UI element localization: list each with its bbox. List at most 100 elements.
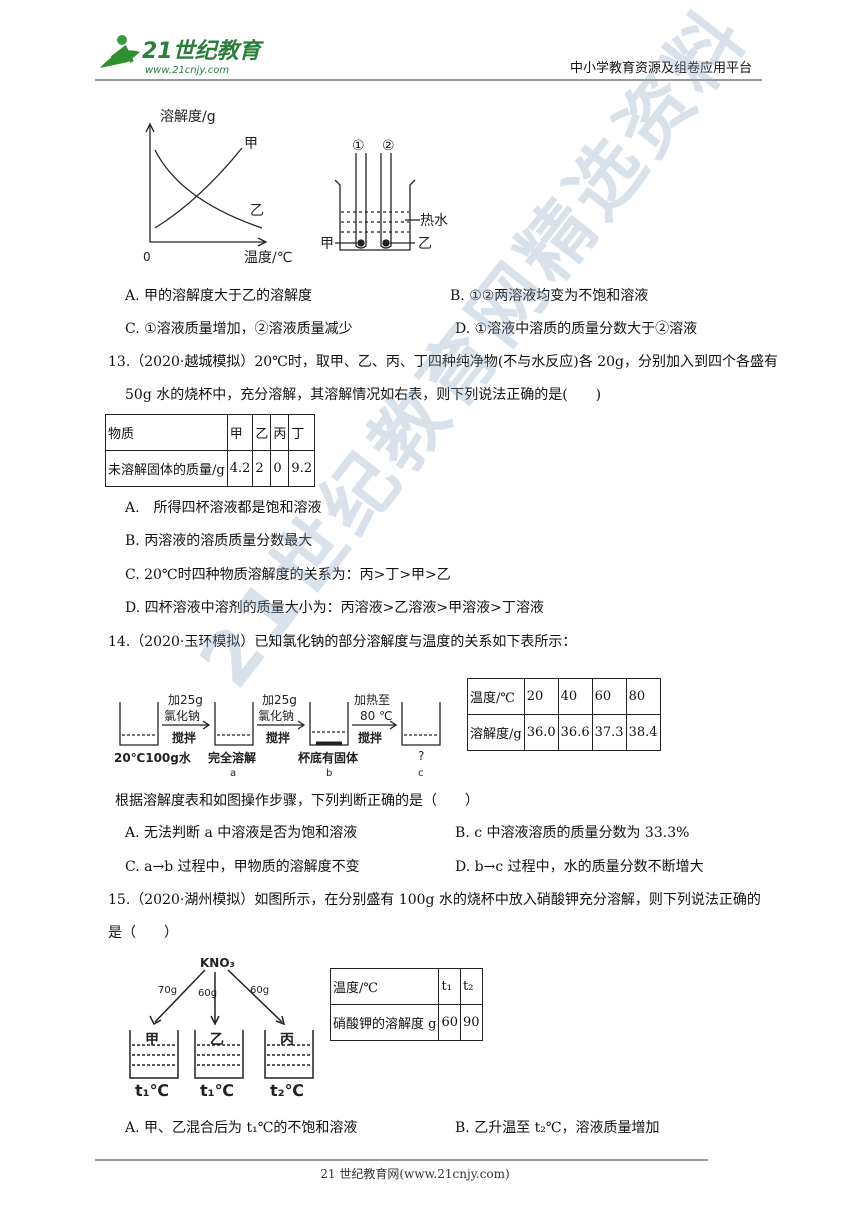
table-cell: t₂: [460, 968, 483, 1005]
table-cell: 9.2: [288, 450, 316, 487]
table-row: 未溶解固体的质量/g 4.2 2 0 9.2: [105, 450, 316, 487]
q15-figure: [129, 969, 314, 1079]
origin: 0: [143, 250, 151, 264]
step-label: 80 ℃: [360, 709, 393, 723]
table-cell: 溶解度/g: [467, 714, 525, 751]
q14-beakers: [119, 702, 441, 746]
table-cell: 甲: [226, 414, 254, 451]
option: A. 无法判断 a 中溶液是否为饱和溶液: [125, 825, 358, 841]
beaker-label: b: [326, 768, 332, 779]
curve-label: 甲: [244, 136, 258, 152]
beaker-label: 完全溶解: [208, 750, 256, 765]
table-cell: 硝酸钾的溶解度 g: [329, 1004, 440, 1041]
prompt: 根据溶解度表和如图操作步骤，下列判断正确的是（ ）: [115, 793, 479, 809]
option: D. ①溶液中溶质的质量分数大于②溶液: [455, 321, 698, 337]
table-cell: 60: [591, 678, 627, 715]
step-label: 加25g: [168, 693, 203, 707]
figure-label: 甲: [320, 236, 334, 252]
table-cell: 36.6: [557, 714, 593, 751]
axis-label: 溶解度/g: [160, 109, 216, 125]
option: C. 20℃时四种物质溶解度的关系为：丙>丁>甲>乙: [125, 567, 451, 583]
table-row: 温度/℃ 20 40 60 80: [467, 678, 661, 715]
logo-url: www.21cnjy.com: [145, 65, 229, 76]
option: B. ①②两溶液均变为不饱和溶液: [450, 288, 649, 304]
step-label: 氯化钠: [164, 708, 200, 723]
table-cell: 36.0: [523, 714, 559, 751]
q12-beaker: [334, 153, 420, 251]
tube-label: ②: [382, 138, 395, 154]
option: C. ①溶液质量增加，②溶液质量减少: [125, 321, 353, 337]
question-stem: 14.（2020·玉环模拟）已知氯化钠的部分溶解度与温度的关系如下表所示：: [108, 634, 577, 650]
beaker-label: c: [418, 768, 424, 779]
platform: 中小学教育资源及组卷应用平台: [570, 61, 753, 76]
step-label: 搅拌: [266, 730, 290, 745]
beaker-label: 杯底有固体: [298, 750, 359, 765]
table-cell: 40: [557, 678, 593, 715]
table-row: 溶解度/g 36.0 36.6 37.3 38.4: [467, 714, 661, 751]
step-label: 搅拌: [172, 730, 196, 745]
axis-label: 温度/℃: [244, 250, 292, 266]
figure-label: 热水: [420, 213, 448, 229]
footer: 21 世纪教育网(www.21cnjy.com): [320, 1167, 510, 1181]
table-cell: t₁: [438, 968, 462, 1005]
table-cell: 2: [252, 450, 272, 487]
table-cell: 60: [438, 1004, 462, 1041]
beaker-label: 甲: [145, 1032, 159, 1048]
table-cell: 物质: [105, 414, 228, 451]
option: A. 甲的溶解度大于乙的溶解度: [125, 288, 313, 304]
option: D. b→c 过程中，水的质量分数不断增大: [455, 859, 704, 875]
step-label: 加热至: [354, 693, 390, 707]
option: A. 所得四杯溶液都是饱和溶液: [125, 500, 322, 516]
figure-label: KNO₃: [200, 956, 235, 970]
table-cell: 丁: [288, 414, 316, 451]
step-label: 加25g: [262, 693, 297, 707]
data-table: 温度/℃ t₁ t₂ 硝酸钾的溶解度 g 60 90: [329, 968, 483, 1041]
table-cell: 4.2: [226, 450, 254, 487]
question-stem: 15.（2020·湖州模拟）如图所示，在分别盛有 100g 水的烧杯中放入硝酸钾…: [108, 892, 761, 941]
beaker-label: 丙: [280, 1032, 294, 1048]
table-row: 温度/℃ t₁ t₂: [329, 968, 483, 1005]
q12-graph: [145, 122, 268, 247]
step-label: 氯化钠: [258, 708, 294, 723]
mass-label: 60g: [250, 985, 269, 996]
mass-label: 60g: [198, 988, 217, 999]
mass-label: 70g: [158, 985, 177, 996]
table-cell: 90: [460, 1004, 483, 1041]
logo: [100, 35, 140, 68]
question-stem: 13.（2020·越城模拟）20℃时，取甲、乙、丙、丁四种纯净物(不与水反应)各…: [108, 354, 778, 403]
beaker-label: 20℃100g水: [114, 750, 192, 765]
table-cell: 0: [270, 450, 290, 487]
curve-label: 乙: [250, 203, 264, 219]
table-cell: 38.4: [625, 714, 661, 751]
data-table: 物质甲乙丙丁未溶解固体的质量/g 4.2 2 0 9.2: [105, 414, 316, 487]
step-label: 搅拌: [358, 730, 382, 745]
figure-label: 乙: [418, 236, 432, 252]
temp-label: t₁℃: [200, 1081, 234, 1100]
table-cell: 未溶解固体的质量/g: [105, 450, 228, 487]
option: A. 甲、乙混合后为 t₁℃的不饱和溶液: [125, 1120, 358, 1136]
temp-label: t₁℃: [135, 1081, 169, 1100]
option: B. 丙溶液的溶质质量分数最大: [125, 533, 313, 549]
option: B. 乙升温至 t₂℃，溶液质量增加: [455, 1120, 660, 1136]
table-cell: 温度/℃: [329, 968, 440, 1005]
table-cell: 37.3: [591, 714, 627, 751]
table-cell: 80: [625, 678, 661, 715]
table-cell: 20: [523, 678, 559, 715]
table-row: 硝酸钾的溶解度 g 60 90: [329, 1004, 483, 1041]
option: D. 四杯溶液中溶剂的质量大小为：丙溶液>乙溶液>甲溶液>丁溶液: [125, 600, 544, 616]
table-cell: 丙: [270, 414, 290, 451]
option: B. c 中溶液溶质的质量分数为 33.3%: [455, 825, 690, 841]
beaker-label: 乙: [210, 1032, 224, 1048]
table-cell: 乙: [252, 414, 272, 451]
tube-label: ①: [352, 138, 365, 154]
table-row: 物质甲乙丙丁: [105, 414, 316, 451]
table-cell: 温度/℃: [467, 678, 525, 715]
temp-label: t₂℃: [270, 1081, 304, 1100]
beaker-label: ?: [418, 749, 424, 763]
data-table: 温度/℃ 20 40 60 80 溶解度/g 36.0 36.6 37.3 38.4: [467, 678, 661, 751]
logo-text: 21世纪教育: [142, 38, 265, 64]
beaker-label: a: [230, 768, 236, 779]
option: C. a→b 过程中，甲物质的溶解度不变: [125, 859, 360, 875]
